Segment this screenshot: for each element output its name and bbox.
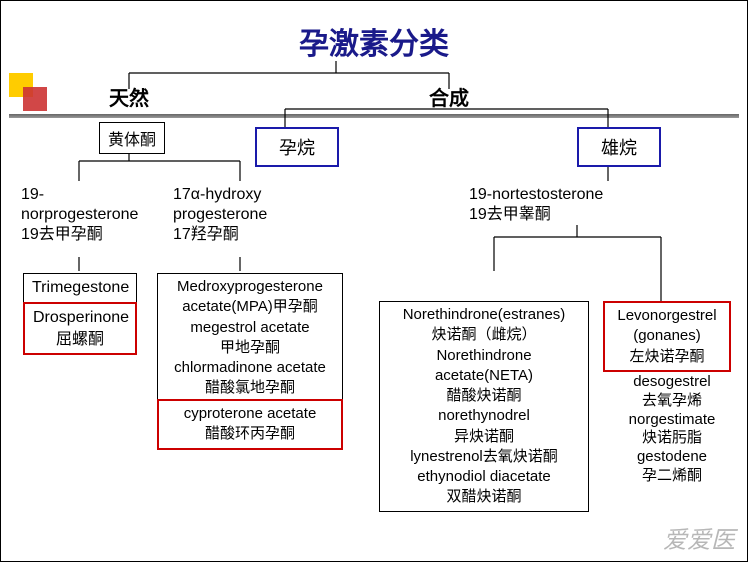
- label-hydroxy: 17α-hydroxy progesterone 17羟孕酮: [173, 185, 267, 245]
- box-huangtitong: 黄体酮: [99, 122, 165, 154]
- deco-squares: [9, 73, 47, 111]
- box-noreth: Norethindrone(estranes) 炔诺酮（雌烷） Norethin…: [379, 301, 589, 512]
- box-xiongwan: 雄烷: [577, 127, 661, 167]
- box-levo: Levonorgestrel (gonanes) 左炔诺孕酮: [603, 301, 731, 372]
- label-nortest: 19-nortestosterone 19去甲睾酮: [469, 185, 603, 225]
- box-drosperinone: Drosperinone 屈螺酮: [23, 302, 137, 355]
- label-norprog: 19- norprogesterone 19去甲孕酮: [21, 185, 138, 245]
- label-desogest: desogestrel 去氧孕烯 norgestimate 炔诺肟脂 gesto…: [613, 373, 731, 486]
- label-synthetic: 合成: [429, 87, 469, 112]
- horizontal-rule: [9, 114, 739, 118]
- label-natural: 天然: [109, 87, 149, 112]
- box-trimegestone: Trimegestone: [23, 273, 137, 303]
- box-mpa: Medroxyprogesterone acetate(MPA)甲孕酮 mege…: [157, 273, 343, 403]
- box-yunwan: 孕烷: [255, 127, 339, 167]
- watermark: 爱爱医: [663, 520, 735, 555]
- page-title: 孕激素分类: [1, 19, 747, 63]
- box-cyproterone: cyproterone acetate 醋酸环丙孕酮: [157, 399, 343, 450]
